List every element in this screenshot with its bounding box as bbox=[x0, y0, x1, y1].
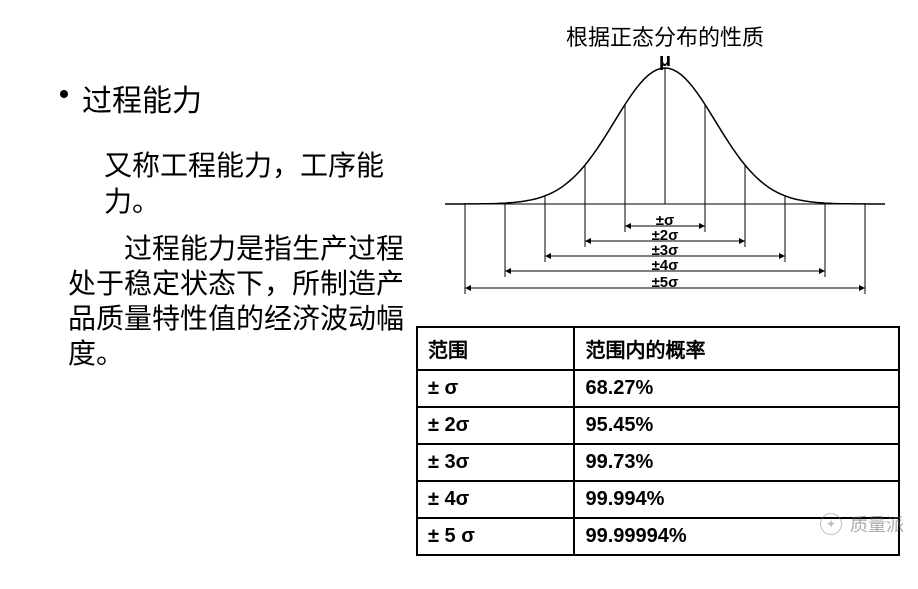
table-cell: 99.73% bbox=[574, 444, 899, 481]
table-cell: 95.45% bbox=[574, 407, 899, 444]
diagram-caption: 根据正态分布的性质 bbox=[430, 20, 900, 52]
table-cell: ± 4σ bbox=[417, 481, 574, 518]
subtitle-text: 又称工程能力，工序能力。 bbox=[104, 148, 420, 221]
table-row: ± 2σ95.45% bbox=[417, 407, 899, 444]
table-row: ± σ68.27% bbox=[417, 370, 899, 407]
svg-text:μ: μ bbox=[659, 56, 671, 71]
svg-text:±4σ: ±4σ bbox=[652, 257, 679, 274]
bullet-item: 过程能力 bbox=[60, 76, 420, 120]
svg-text:±5σ: ±5σ bbox=[652, 274, 679, 291]
wechat-icon: ✦ bbox=[820, 513, 842, 535]
table-cell: ± 3σ bbox=[417, 444, 574, 481]
table-header-cell: 范围 bbox=[417, 327, 574, 370]
watermark: ✦ 质量派 bbox=[820, 511, 904, 537]
table-row: ± 3σ99.73% bbox=[417, 444, 899, 481]
normal-distribution-diagram: μ±σ±2σ±3σ±4σ±5σ bbox=[430, 56, 900, 321]
paragraph-text: 过程能力是指生产过程处于稳定状态下，所制造产品质量特性值的经济波动幅度。 bbox=[68, 231, 420, 371]
watermark-text: 质量派 bbox=[850, 511, 904, 537]
table-header-cell: 范围内的概率 bbox=[574, 327, 899, 370]
section-title: 过程能力 bbox=[82, 76, 202, 120]
table-cell: ± σ bbox=[417, 370, 574, 407]
table-cell: ± 2σ bbox=[417, 407, 574, 444]
table-cell: 68.27% bbox=[574, 370, 899, 407]
bullet-dot bbox=[60, 90, 68, 98]
distribution-svg: μ±σ±2σ±3σ±4σ±5σ bbox=[430, 56, 900, 316]
table-cell: ± 5 σ bbox=[417, 518, 574, 555]
